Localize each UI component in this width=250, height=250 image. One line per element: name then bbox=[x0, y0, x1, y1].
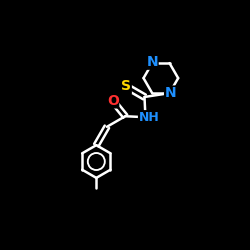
Text: N: N bbox=[165, 86, 176, 100]
Text: S: S bbox=[121, 80, 131, 94]
Text: NH: NH bbox=[138, 111, 159, 124]
Text: O: O bbox=[107, 94, 119, 108]
Text: N: N bbox=[146, 55, 158, 69]
